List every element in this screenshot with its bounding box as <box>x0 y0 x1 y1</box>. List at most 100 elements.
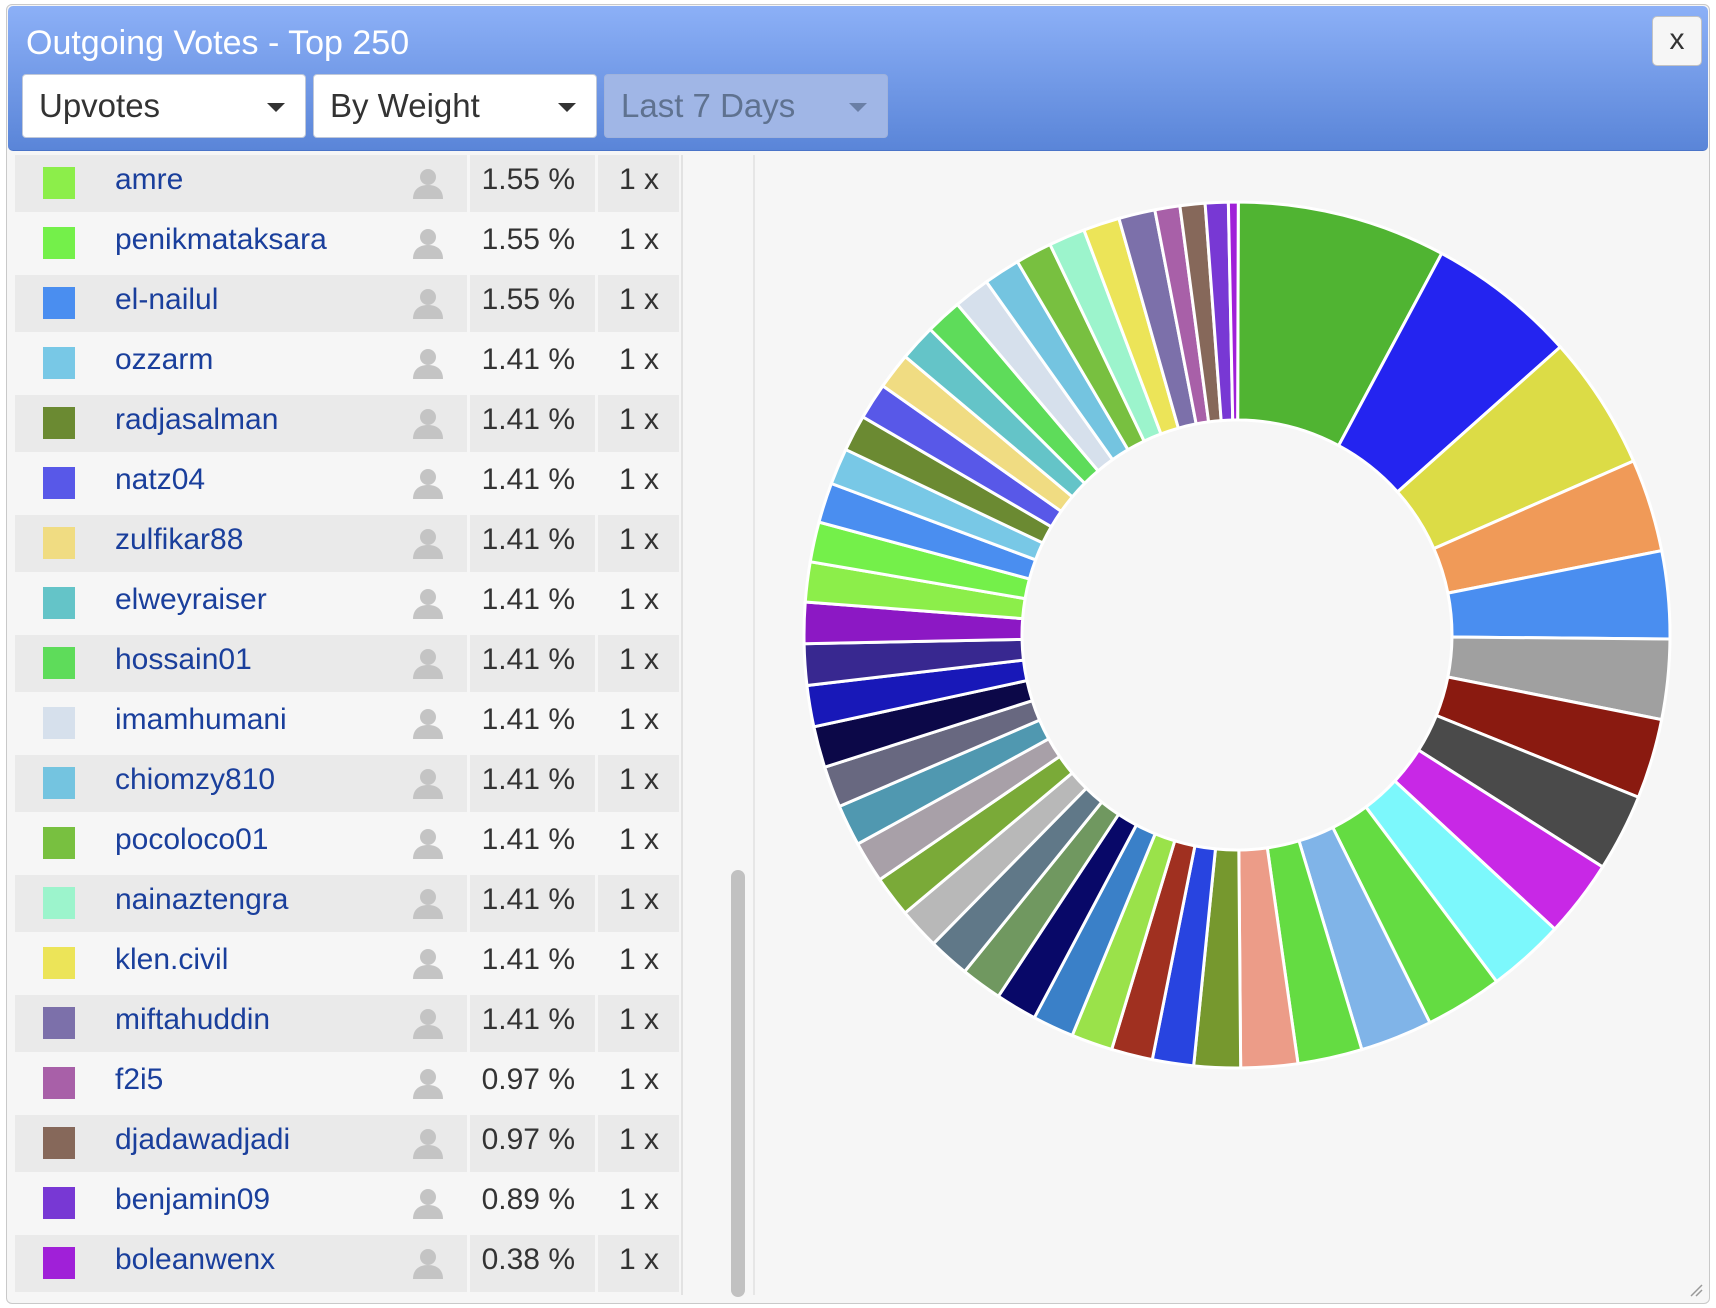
voter-name-link[interactable]: djadawadjadi <box>115 1123 291 1156</box>
pane-divider <box>753 155 755 1295</box>
count-cell: 1 x <box>598 815 679 872</box>
list-divider <box>681 155 683 1295</box>
voter-row: djadawadjadi 0.97 % 1 x <box>15 1115 679 1175</box>
vote-count: 1 x <box>618 343 659 376</box>
sort-select[interactable]: By Weight <box>313 74 597 138</box>
voter-row: natz04 1.41 % 1 x <box>15 455 679 515</box>
user-profile-icon[interactable] <box>411 286 445 320</box>
user-profile-icon[interactable] <box>411 1126 445 1160</box>
user-profile-icon[interactable] <box>411 466 445 500</box>
voter-name-link[interactable]: ozzarm <box>115 343 214 376</box>
voter-name-link[interactable]: pocoloco01 <box>115 823 269 856</box>
count-cell: 1 x <box>598 215 679 272</box>
resize-grip-icon[interactable] <box>1689 1283 1703 1297</box>
voter-row: chiomzy810 1.41 % 1 x <box>15 755 679 815</box>
color-swatch <box>43 707 75 739</box>
count-cell: 1 x <box>598 755 679 812</box>
user-profile-icon[interactable] <box>411 886 445 920</box>
user-profile-icon[interactable] <box>411 1066 445 1100</box>
user-profile-icon[interactable] <box>411 706 445 740</box>
color-swatch <box>43 467 75 499</box>
voter-name-link[interactable]: klen.civil <box>115 943 229 976</box>
votes-dialog: Outgoing Votes - Top 250 x Upvotes By We… <box>6 4 1710 1304</box>
vote-count: 1 x <box>618 463 659 496</box>
voter-row: boleanwenx 0.38 % 1 x <box>15 1235 679 1295</box>
vote-percent: 1.41 % <box>481 463 575 496</box>
voter-name-link[interactable]: hossain01 <box>115 643 252 676</box>
voter-name-link[interactable]: radjasalman <box>115 403 279 436</box>
voter-name-link[interactable]: elweyraiser <box>115 583 267 616</box>
voter-row: imamhumani 1.41 % 1 x <box>15 695 679 755</box>
vote-count: 1 x <box>618 283 659 316</box>
dialog-header: Outgoing Votes - Top 250 x Upvotes By We… <box>8 6 1708 151</box>
voter-name-link[interactable]: miftahuddin <box>115 1003 271 1036</box>
vote-count: 1 x <box>618 1183 659 1216</box>
color-swatch <box>43 1127 75 1159</box>
name-cell: penikmataksara <box>15 215 467 272</box>
voter-name-link[interactable]: amre <box>115 163 184 196</box>
percent-cell: 1.41 % <box>470 995 595 1052</box>
name-cell: natz04 <box>15 455 467 512</box>
voter-row: el-nailul 1.55 % 1 x <box>15 275 679 335</box>
count-cell: 1 x <box>598 635 679 692</box>
user-profile-icon[interactable] <box>411 946 445 980</box>
voter-name-link[interactable]: f2i5 <box>115 1063 164 1096</box>
voter-name-link[interactable]: penikmataksara <box>115 223 327 256</box>
user-profile-icon[interactable] <box>411 406 445 440</box>
user-profile-icon[interactable] <box>411 226 445 260</box>
percent-cell: 1.55 % <box>470 215 595 272</box>
user-profile-icon[interactable] <box>411 1186 445 1220</box>
voter-row: benjamin09 0.89 % 1 x <box>15 1175 679 1235</box>
count-cell: 1 x <box>598 395 679 452</box>
vote-type-value: Upvotes <box>39 87 161 124</box>
voter-row: amre 1.55 % 1 x <box>15 155 679 215</box>
name-cell: chiomzy810 <box>15 755 467 812</box>
user-profile-icon[interactable] <box>411 1006 445 1040</box>
count-cell: 1 x <box>598 695 679 752</box>
percent-cell: 1.41 % <box>470 515 595 572</box>
close-button[interactable]: x <box>1652 16 1702 66</box>
color-swatch <box>43 827 75 859</box>
color-swatch <box>43 167 75 199</box>
user-profile-icon[interactable] <box>411 646 445 680</box>
user-profile-icon[interactable] <box>411 586 445 620</box>
count-cell: 1 x <box>598 935 679 992</box>
percent-cell: 1.41 % <box>470 875 595 932</box>
voter-row: pocoloco01 1.41 % 1 x <box>15 815 679 875</box>
vote-percent: 1.55 % <box>481 283 575 316</box>
user-profile-icon[interactable] <box>411 526 445 560</box>
name-cell: elweyraiser <box>15 575 467 632</box>
voter-row: nainaztengra 1.41 % 1 x <box>15 875 679 935</box>
user-profile-icon[interactable] <box>411 346 445 380</box>
user-profile-icon[interactable] <box>411 166 445 200</box>
vote-type-select[interactable]: Upvotes <box>22 74 306 138</box>
chevron-down-icon <box>267 103 285 112</box>
voter-name-link[interactable]: benjamin09 <box>115 1183 271 1216</box>
voter-name-link[interactable]: natz04 <box>115 463 206 496</box>
name-cell: el-nailul <box>15 275 467 332</box>
voter-name-link[interactable]: zulfikar88 <box>115 523 244 556</box>
count-cell: 1 x <box>598 455 679 512</box>
count-cell: 1 x <box>598 275 679 332</box>
sort-value: By Weight <box>330 87 480 124</box>
name-cell: imamhumani <box>15 695 467 752</box>
vote-count: 1 x <box>618 1123 659 1156</box>
dialog-title: Outgoing Votes - Top 250 <box>26 24 410 62</box>
vote-count: 1 x <box>618 823 659 856</box>
voter-name-link[interactable]: nainaztengra <box>115 883 289 916</box>
name-cell: ozzarm <box>15 335 467 392</box>
voter-row: radjasalman 1.41 % 1 x <box>15 395 679 455</box>
voter-name-link[interactable]: boleanwenx <box>115 1243 276 1276</box>
user-profile-icon[interactable] <box>411 766 445 800</box>
percent-cell: 0.38 % <box>470 1235 595 1292</box>
voter-name-link[interactable]: chiomzy810 <box>115 763 276 796</box>
count-cell: 1 x <box>598 1175 679 1232</box>
list-scrollbar[interactable] <box>731 870 745 1297</box>
voter-row: penikmataksara 1.55 % 1 x <box>15 215 679 275</box>
name-cell: hossain01 <box>15 635 467 692</box>
voter-name-link[interactable]: el-nailul <box>115 283 219 316</box>
donut-slice-boleanwenx[interactable] <box>1226 200 1240 422</box>
voter-name-link[interactable]: imamhumani <box>115 703 287 736</box>
user-profile-icon[interactable] <box>411 826 445 860</box>
user-profile-icon[interactable] <box>411 1246 445 1280</box>
